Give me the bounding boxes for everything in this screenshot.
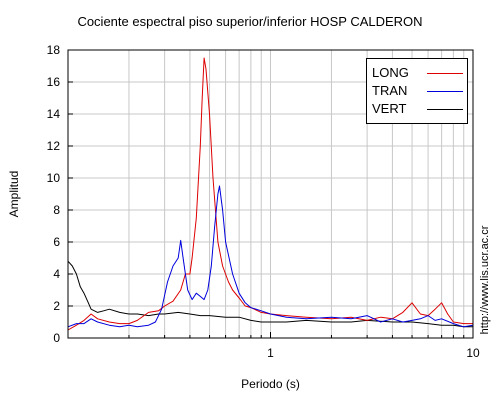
y-tick-label: 18 (47, 43, 61, 57)
y-axis-label: Amplitud (7, 170, 21, 218)
source-url: http://www.lis.ucr.ac.cr (479, 225, 491, 335)
y-tick-label: 4 (53, 267, 60, 281)
y-tick-label: 14 (47, 107, 61, 121)
legend-label-tran: TRAN (372, 83, 408, 98)
y-tick-label: 0 (53, 331, 60, 345)
series-line-tran (67, 185, 474, 328)
y-tick-label: 12 (47, 139, 61, 153)
legend-item-tran: TRAN (372, 83, 466, 99)
series-line-vert (67, 260, 473, 328)
x-tick-label: 10 (466, 346, 480, 360)
y-tick-label: 2 (53, 299, 60, 313)
legend-item-vert: VERT (372, 101, 466, 117)
legend-swatch-vert (427, 109, 463, 110)
legend-swatch-tran (427, 91, 463, 92)
legend-label-vert: VERT (372, 101, 407, 116)
x-tick-label: 1 (267, 346, 274, 360)
legend-item-long: LONG (372, 65, 466, 81)
x-axis-label: Periodo (s) (241, 377, 300, 391)
series-lines (67, 57, 474, 331)
legend-label-long: LONG (372, 65, 409, 80)
series-line-long (67, 57, 473, 331)
y-tick-label: 8 (53, 203, 60, 217)
y-tick-label: 16 (47, 75, 61, 89)
axis-ticks (68, 49, 465, 339)
legend-swatch-long (427, 73, 463, 74)
y-tick-label: 10 (47, 171, 61, 185)
chart-title: Cociente espectral piso superior/inferio… (77, 14, 423, 29)
tick-labels: 0 2 4 6 8 10 12 14 16 18 1 10 (47, 43, 480, 360)
y-tick-label: 6 (53, 235, 60, 249)
legend: LONG TRAN VERT (366, 58, 468, 124)
